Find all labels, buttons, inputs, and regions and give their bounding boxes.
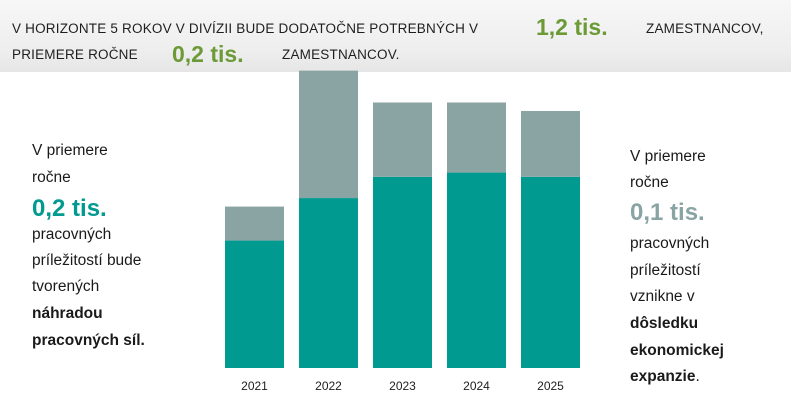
- x-tick-label: 2022: [315, 379, 342, 393]
- left-line6: náhradou: [32, 305, 103, 322]
- left-line4: príležitostí bude: [32, 252, 142, 269]
- x-tick-label: 2024: [463, 379, 490, 393]
- right-line1: V priemere: [630, 148, 706, 165]
- right-line2: ročne: [630, 174, 669, 191]
- x-tick-label: 2025: [537, 379, 564, 393]
- bar-2025-series-1: [521, 176, 580, 368]
- right-line8: expanzie.: [630, 364, 700, 390]
- right-value: 0,1 tis.: [630, 199, 705, 226]
- bar-2023-series-1: [373, 176, 432, 368]
- header-line2-text: PRIEMERE ROČNE: [12, 47, 138, 62]
- header-line1-tail: ZAMESTNANCOV,: [646, 21, 764, 36]
- left-value: 0,2 tis.: [32, 195, 107, 222]
- right-line8-period: .: [695, 368, 700, 385]
- right-line6: dôsledku: [630, 315, 699, 332]
- bar-2024-series-1: [447, 172, 506, 368]
- header-banner: V HORIZONTE 5 ROKOV V DIVÍZII BUDE DODAT…: [0, 0, 791, 72]
- x-tick-label: 2021: [241, 379, 268, 393]
- left-line3: pracovných: [32, 226, 112, 243]
- header-line1-value: 1,2 tis.: [536, 14, 608, 40]
- bar-2021-series-2: [225, 206, 284, 241]
- right-line8-word: expanzie: [630, 368, 696, 385]
- right-line5: vznikne v: [630, 288, 695, 305]
- bar-2025-series-2: [521, 110, 580, 177]
- header-line2-value: 0,2 tis.: [172, 41, 244, 67]
- right-line7: ekonomickej: [630, 342, 724, 359]
- right-line4: príležitostí: [630, 262, 701, 279]
- right-line3: pracovných: [630, 235, 710, 252]
- bar-2023-series-2: [373, 102, 432, 177]
- left-line2: ročne: [32, 169, 71, 186]
- left-line7: pracovných síl.: [32, 332, 145, 349]
- bar-2024-series-2: [447, 102, 506, 173]
- header-line1-text: V HORIZONTE 5 ROKOV V DIVÍZII BUDE DODAT…: [12, 21, 479, 36]
- bar-2022-series-1: [299, 198, 358, 368]
- left-line1: V priemere: [32, 142, 108, 159]
- bar-2022-series-2: [299, 70, 358, 199]
- x-tick-label: 2023: [389, 379, 416, 393]
- bar-2021-series-1: [225, 240, 284, 368]
- header-line2-tail: ZAMESTNANCOV.: [282, 47, 400, 62]
- left-line5: tvorených: [32, 278, 100, 295]
